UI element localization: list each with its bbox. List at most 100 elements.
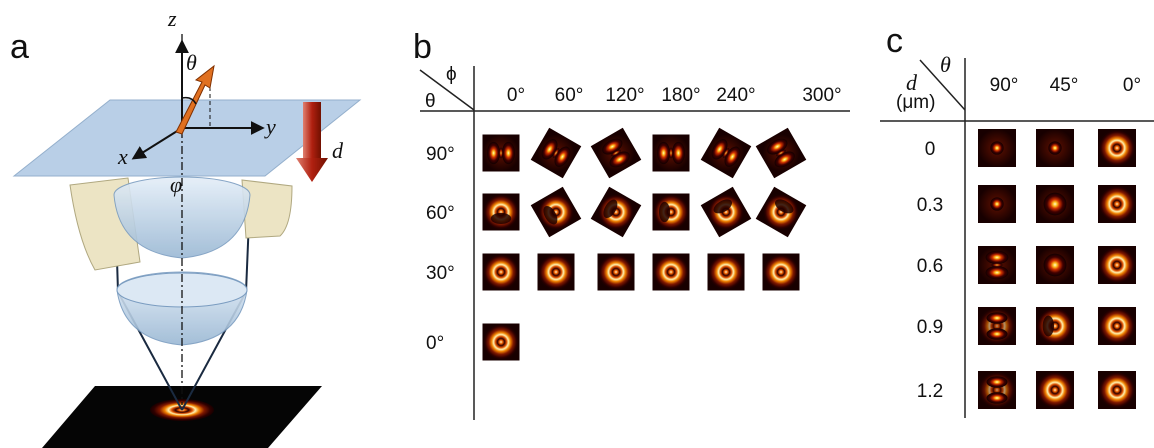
beam-image [978,307,1016,345]
lobe [986,266,1009,279]
lobe [987,312,1008,323]
row-header: 0° [426,333,444,354]
ring [538,254,573,289]
beam-image [1098,371,1136,409]
spot [990,197,1003,210]
d-arrow-shaft [303,102,321,158]
lobe [502,142,515,164]
beam-image [483,135,520,172]
column-header: 240° [716,85,755,106]
beam-image [653,254,690,291]
angle-label: φ [170,172,182,197]
beam-image [591,128,642,179]
row-header: 0.3 [917,195,943,216]
ring [702,188,750,236]
ring [763,254,798,289]
beam-image [598,254,635,291]
row-header: 0.6 [917,256,943,277]
column-header: 60° [555,85,584,106]
corner-label: θ [940,52,951,77]
row-header: 60° [426,203,455,224]
column-header: 45° [1050,75,1079,96]
panel-label: a [10,28,29,66]
spot [1044,254,1067,277]
support [242,180,292,238]
column-header: 0° [507,85,525,106]
shadow [491,213,511,224]
ring [1099,372,1135,408]
row-header: 0.9 [917,317,943,338]
beam-image [978,246,1016,284]
beam-image [701,128,752,179]
column-header: 90° [990,75,1019,96]
column-header: 0° [1123,75,1141,96]
lobe [657,142,670,164]
beam-image [701,187,752,238]
lobe [487,142,500,164]
column-header: 120° [605,85,644,106]
row-header: 30° [426,263,455,284]
ring [598,254,633,289]
column-header: 180° [661,85,700,106]
beam-image [531,128,582,179]
ring [653,254,688,289]
lobe [987,328,1008,339]
ring [483,324,518,359]
beam-image [756,187,807,238]
row-header: 1.2 [917,381,943,402]
ring [1099,130,1135,166]
beam-image [591,187,642,238]
lobe [669,147,673,158]
ring [592,188,640,236]
ring [653,194,688,229]
ring [483,194,518,229]
ring [1037,308,1073,344]
column-header: 300° [802,85,841,106]
beam-image [1036,246,1074,284]
ring [483,254,518,289]
beam-image [653,135,690,172]
row-header: 90° [426,144,455,165]
ring [757,188,805,236]
beam-image [538,254,575,291]
beam-image [763,254,800,291]
axis-label: y [264,114,276,139]
ring [1099,308,1135,344]
lobe [986,251,1009,264]
ring [1037,372,1073,408]
beam-image [1098,185,1136,223]
corner-label: ϕ [446,64,457,85]
axis-label: x [117,144,128,169]
figure: azθyxφdbϕθ0°60°120°180°240°300°90°60°30°… [0,0,1154,448]
corner-label: θ [425,91,436,112]
beam-image [978,185,1016,223]
lobe [499,147,503,158]
ring [1099,247,1135,283]
shadow [659,202,670,222]
lobe [987,376,1008,387]
beam-image [483,324,520,361]
beam-image [1036,307,1074,345]
ring [532,188,580,236]
ring [708,254,743,289]
beam-image [978,371,1016,409]
shadow [1043,316,1054,337]
beam-image [483,194,520,231]
d-arrow-head [296,158,328,182]
spot [1044,193,1067,216]
beam-image [1098,307,1136,345]
beam-image [483,254,520,291]
beam-image [708,254,745,291]
lobe [987,392,1008,403]
spot [990,141,1003,154]
beam-image [531,187,582,238]
beam-image [1036,185,1074,223]
panel-label: c [886,22,903,60]
beam-image [1098,129,1136,167]
beam-image [756,128,807,179]
unit-label: (μm) [896,92,935,113]
beam-image [1036,129,1074,167]
beam-image [653,194,690,231]
axis-label: z [167,6,177,31]
spot [1048,141,1061,154]
